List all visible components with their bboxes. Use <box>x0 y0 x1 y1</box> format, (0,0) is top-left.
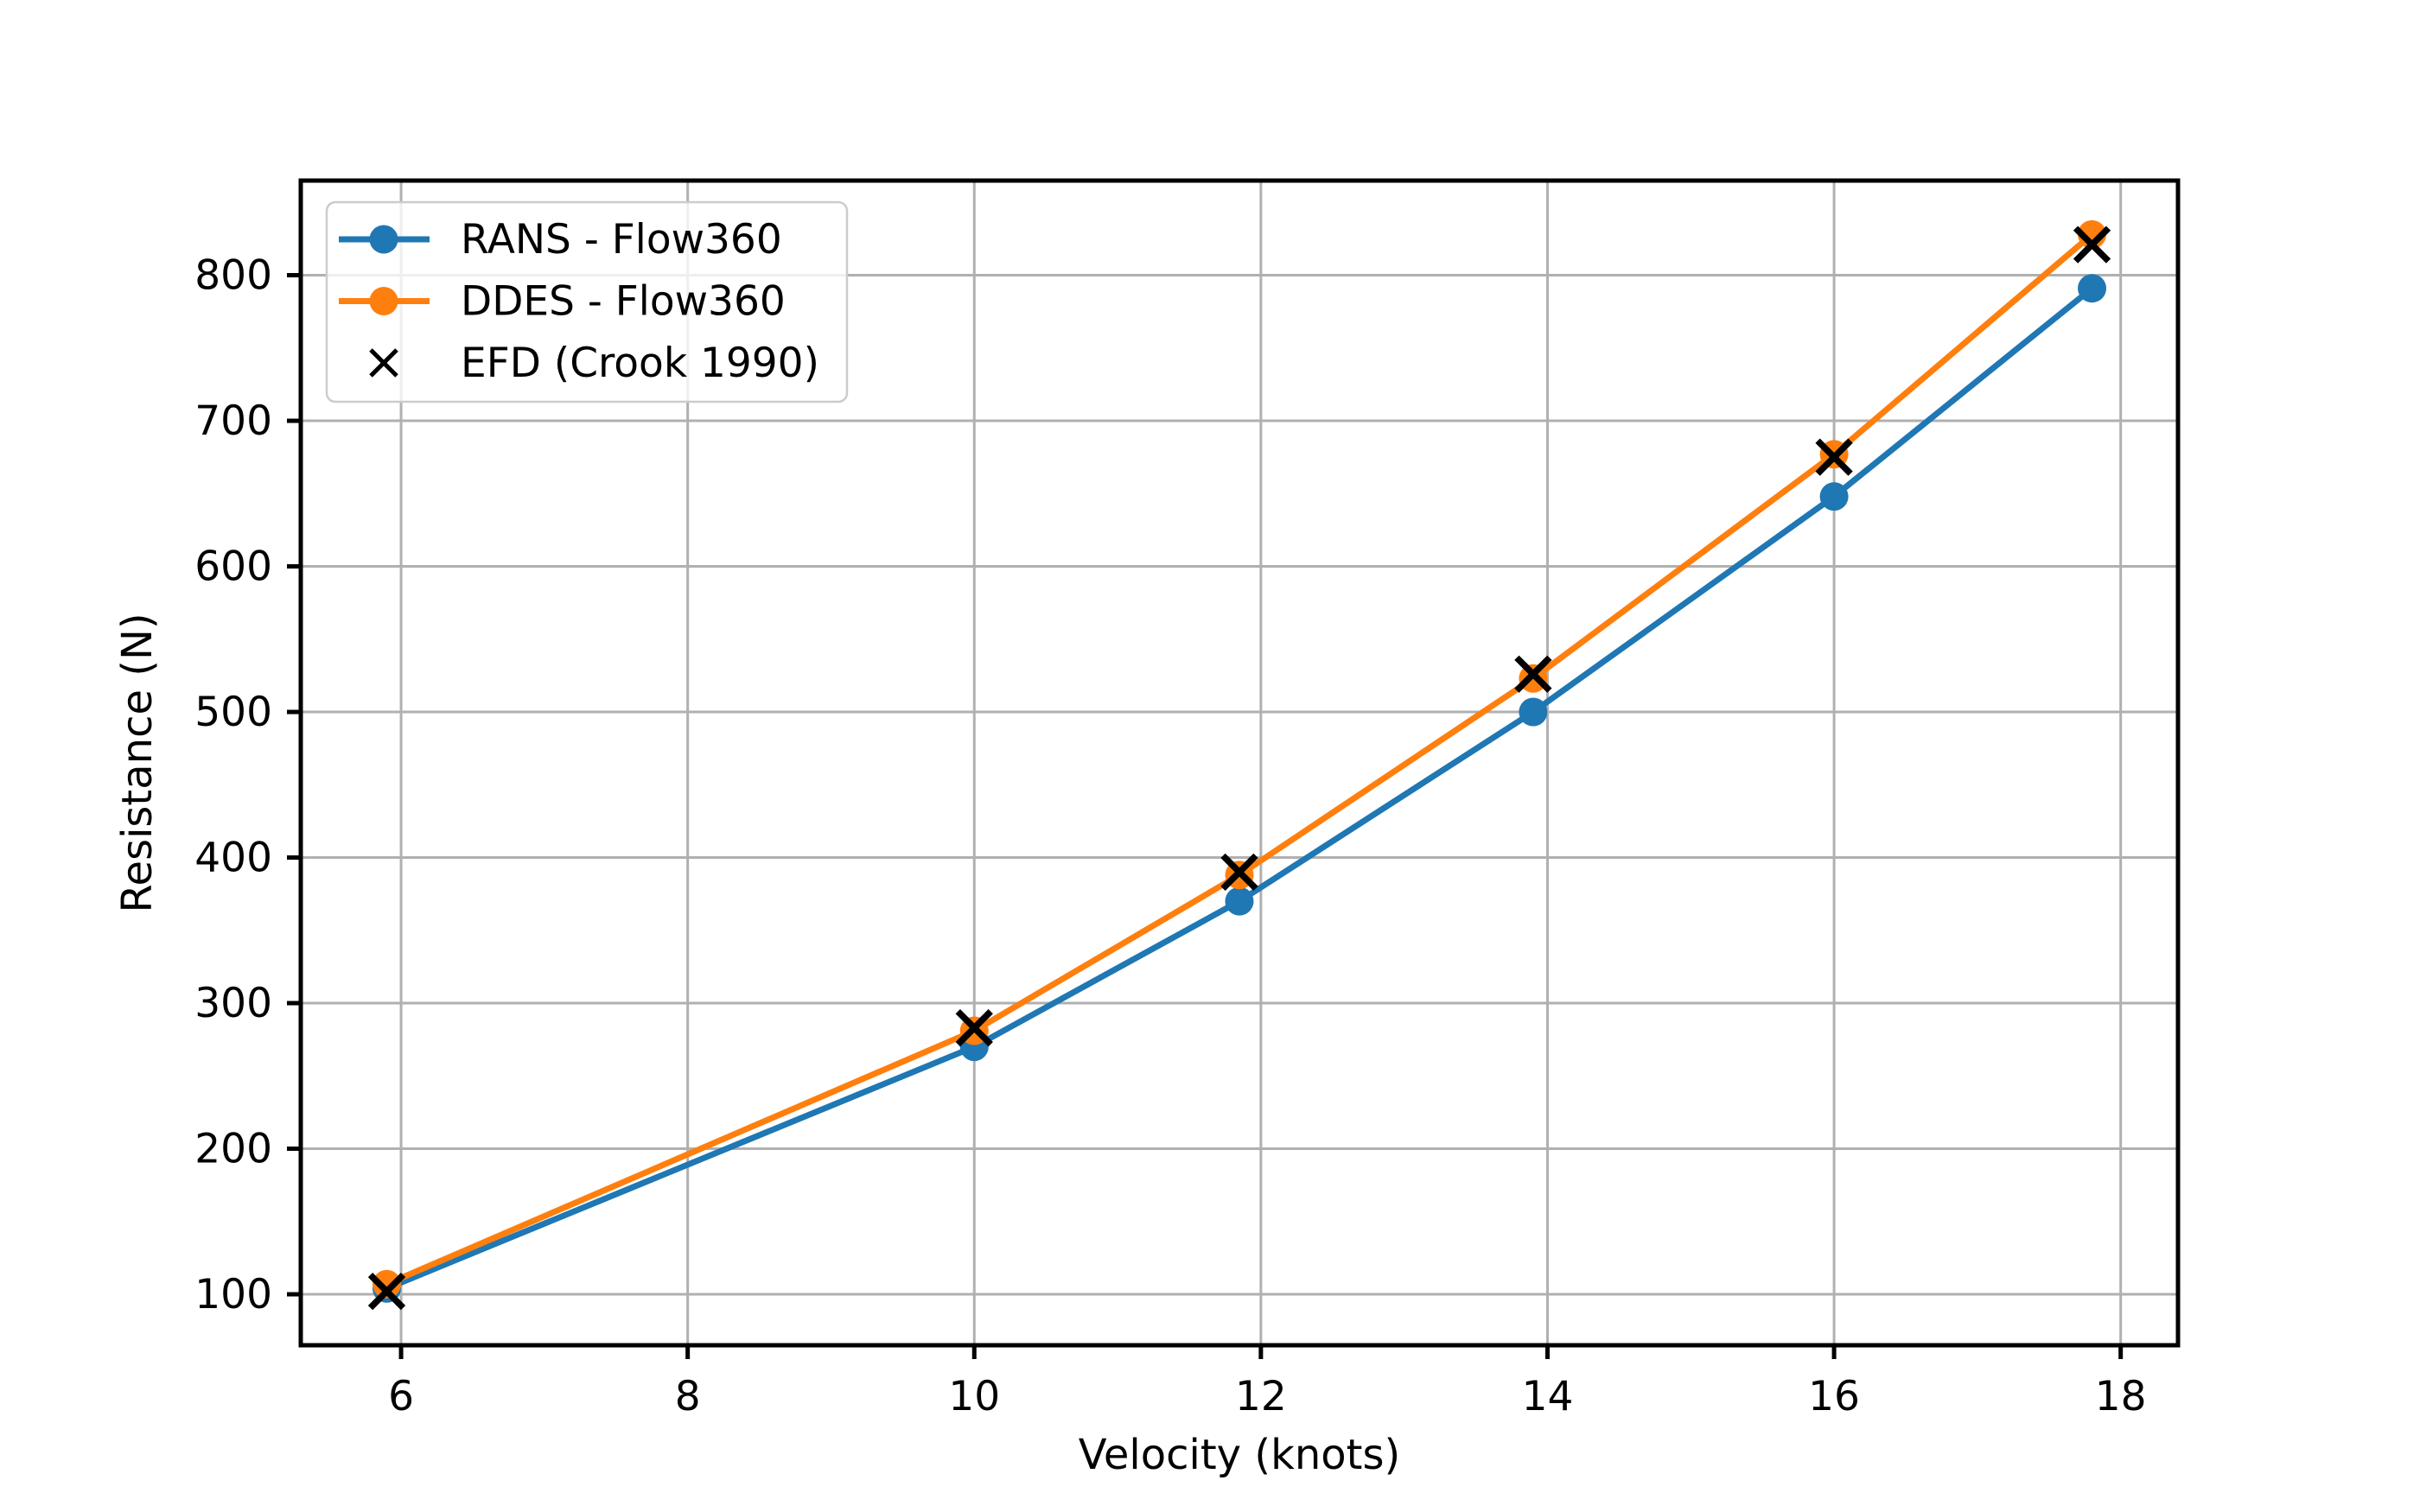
axes-ticks: 6 8 10 12 14 16 18 100 200 300 400 500 600 700 800 <box>194 252 2146 1420</box>
legend-item-rans-flow360: RANS - Flow360 <box>339 216 782 264</box>
data-point-marker <box>372 1269 401 1299</box>
x-axis-label: Velocity (knots) <box>1079 1431 1400 1479</box>
x-tick-label: 14 <box>1522 1373 1574 1420</box>
legend-label: EFD (Crook 1990) <box>461 340 819 387</box>
x-tick-label: 10 <box>948 1373 1000 1420</box>
y-tick-label: 600 <box>194 543 272 591</box>
series-line <box>385 232 2094 1287</box>
series-line <box>385 285 2094 1292</box>
data-point-x-marker <box>2073 226 2111 264</box>
data-point-x-marker <box>1514 655 1552 693</box>
y-tick-label: 400 <box>194 835 272 882</box>
legend-item-ddes-flow360: DDES - Flow360 <box>339 278 786 326</box>
legend-x-marker <box>369 348 398 378</box>
series-efd-crook-1990 <box>367 226 2111 1311</box>
data-point-marker <box>1519 697 1548 727</box>
x-tick-label: 8 <box>675 1373 701 1420</box>
legend-box <box>325 200 849 403</box>
y-tick-label: 500 <box>194 689 272 736</box>
data-point-x-marker <box>1220 853 1258 892</box>
grid <box>301 181 2178 1345</box>
legend-label: DDES - Flow360 <box>461 278 786 326</box>
legend-marker <box>369 225 398 254</box>
x-tick-label: 6 <box>388 1373 414 1420</box>
y-tick-label: 200 <box>194 1126 272 1173</box>
x-tick-label: 18 <box>2095 1373 2147 1420</box>
data-point-x-marker <box>1815 438 1853 476</box>
y-tick-label: 100 <box>194 1271 272 1318</box>
plot-border <box>298 178 2181 1348</box>
y-tick-label: 800 <box>194 252 272 300</box>
data-point-marker <box>1819 482 1849 511</box>
data-point-x-marker <box>367 1273 406 1311</box>
legend-label: RANS - Flow360 <box>461 216 782 264</box>
y-tick-label: 700 <box>194 397 272 445</box>
x-tick-label: 12 <box>1235 1373 1287 1420</box>
legend-marker <box>369 287 398 315</box>
x-tick-label: 16 <box>1808 1373 1860 1420</box>
y-axis-label: Resistance (N) <box>113 613 162 912</box>
legend-item-efd-crook-1990: EFD (Crook 1990) <box>369 340 819 387</box>
legend: RANS - Flow360 DDES - Flow360 EFD (Crook 1… <box>325 200 849 403</box>
data-point-marker <box>2078 274 2107 303</box>
data-point-marker <box>1225 886 1254 916</box>
y-tick-label: 300 <box>194 980 272 1027</box>
data-point-x-marker <box>955 1009 993 1047</box>
